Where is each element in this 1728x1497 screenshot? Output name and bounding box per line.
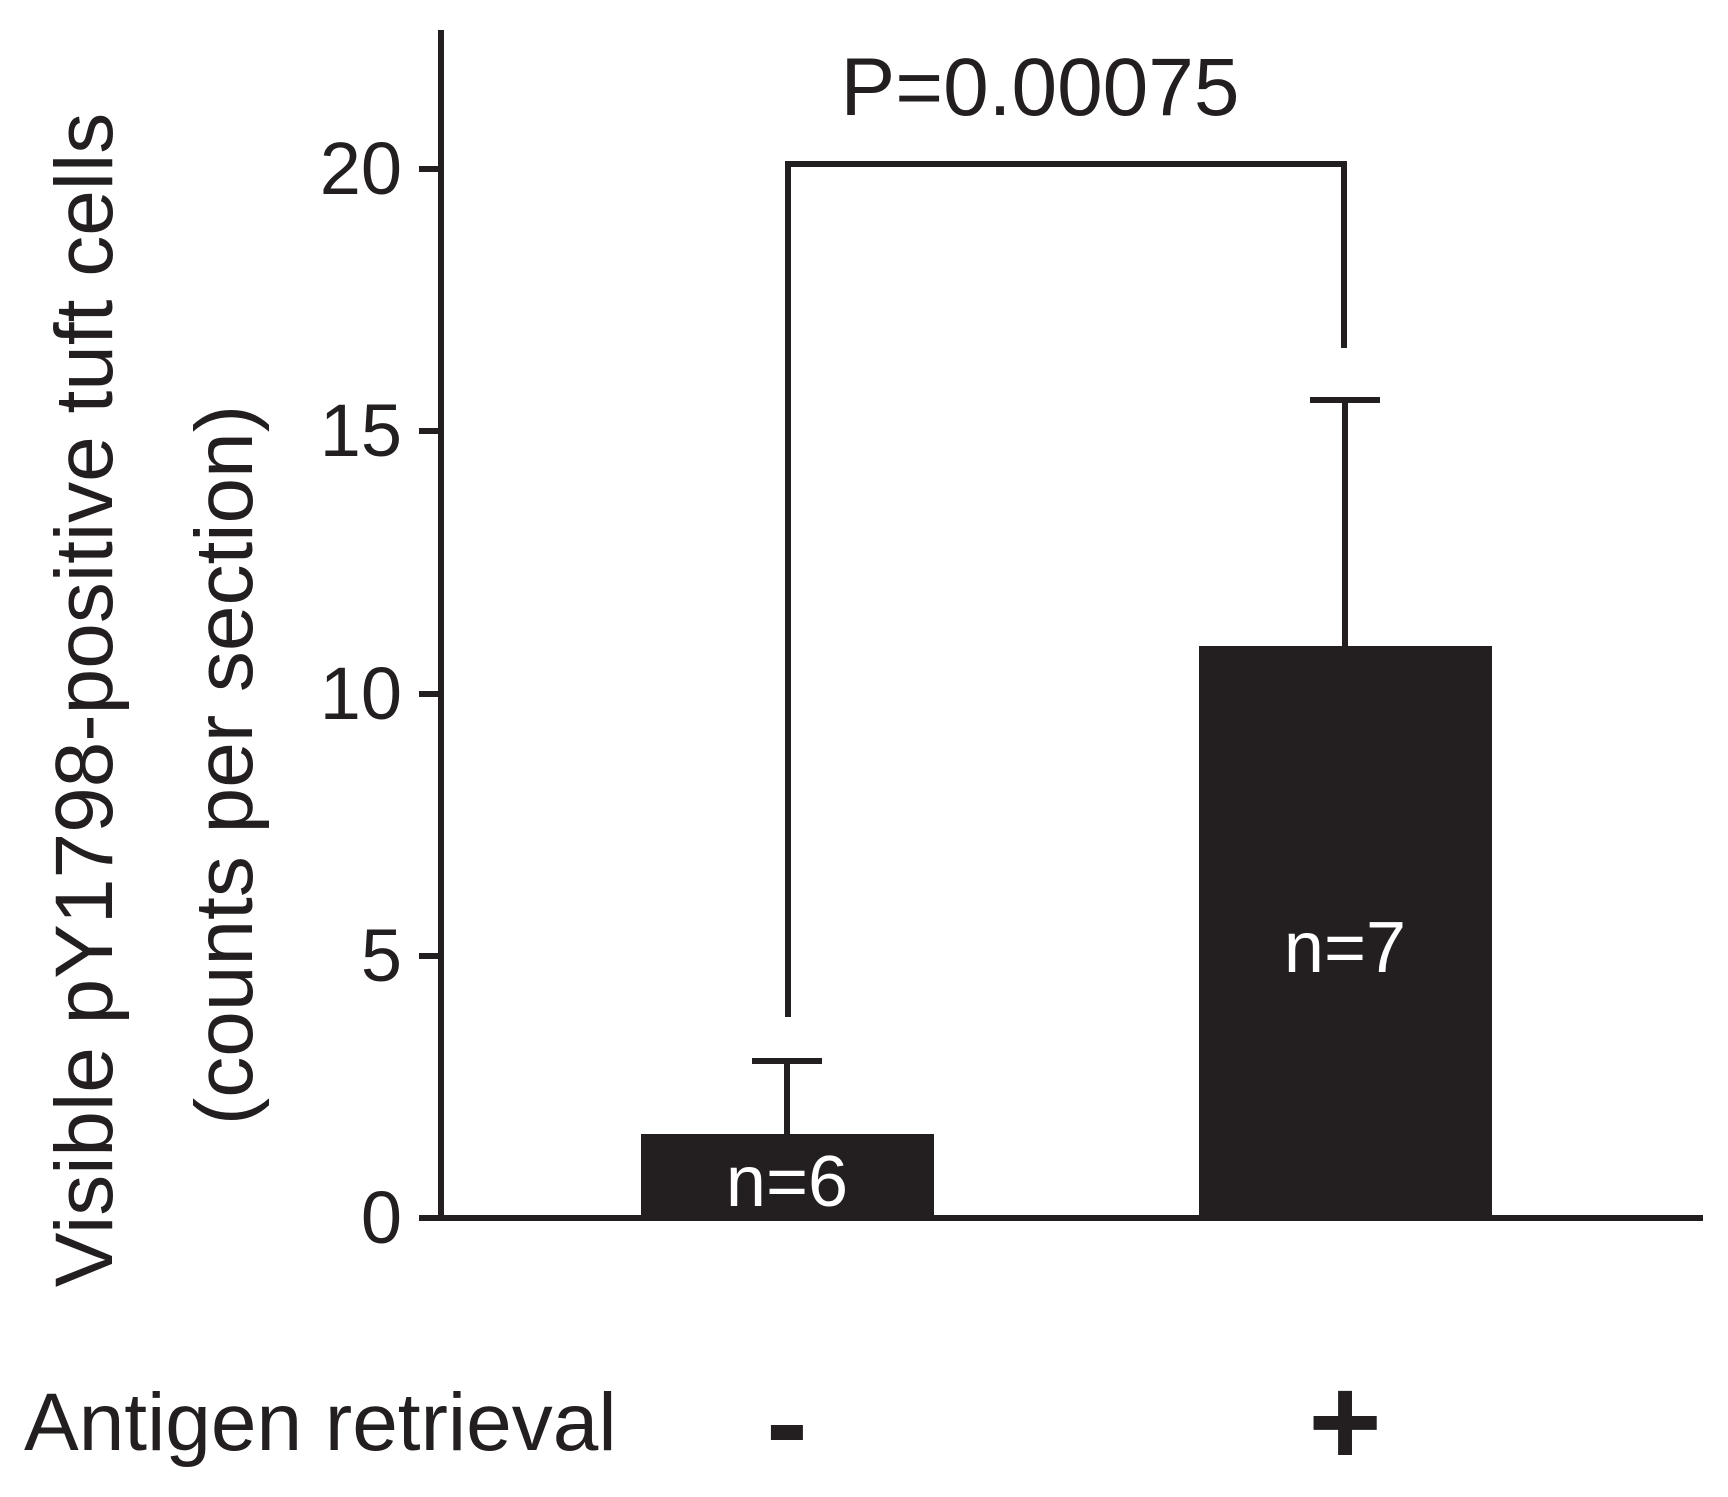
bar: [640, 1134, 934, 1221]
error-bar-stem: [784, 1060, 790, 1135]
y-axis-tick-label: 0: [360, 1176, 402, 1259]
y-axis-tick-label: 5: [360, 913, 402, 997]
y-axis-tick: [419, 1215, 441, 1221]
x-axis-label: Antigen retrieval: [24, 1377, 617, 1468]
y-axis-tick-label: 20: [319, 127, 402, 210]
significance-bracket-top: [785, 161, 1347, 167]
error-bar-stem: [1342, 399, 1348, 647]
bar-count-label: n=7: [1283, 908, 1407, 988]
category-label: -: [766, 1351, 808, 1492]
p-value-label: P=0.00075: [840, 42, 1240, 133]
error-bar-cap: [752, 1057, 822, 1064]
significance-bracket-right-stem: [1341, 161, 1347, 348]
y-axis-tick-label: 15: [319, 389, 402, 473]
error-bar-cap: [1310, 396, 1380, 403]
y-axis-line: [438, 30, 444, 1221]
y-axis-tick: [419, 166, 441, 172]
category-label: +: [1308, 1351, 1382, 1492]
x-axis-line: [438, 1215, 1703, 1221]
y-axis-tick-label: 10: [319, 651, 402, 735]
y-axis-tick: [419, 690, 441, 697]
bar-count-label: n=6: [725, 1142, 849, 1222]
bar: [1198, 646, 1492, 1221]
y-axis-tick: [419, 952, 441, 959]
y-axis-tick: [419, 428, 441, 435]
significance-bracket-left-stem: [785, 161, 791, 1017]
